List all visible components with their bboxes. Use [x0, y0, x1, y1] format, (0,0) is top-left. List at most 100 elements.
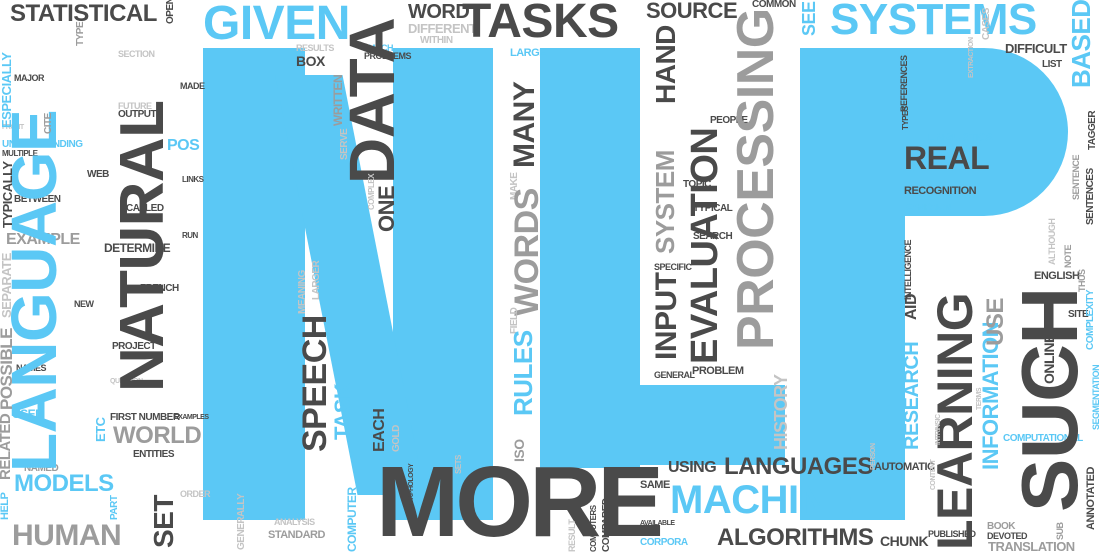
word-generally: GENERALLY — [236, 493, 247, 550]
word-hand: HAND — [650, 25, 681, 104]
word-links: LINKS — [182, 175, 204, 184]
word-real: REAL — [904, 140, 990, 176]
word-standard: STANDARD — [268, 529, 325, 541]
word-online: ONLINE — [1041, 334, 1057, 384]
word-possible: POSSIBLE — [0, 328, 16, 410]
word-tasks: TASKS — [462, 0, 619, 48]
word-much: MUCH — [368, 43, 394, 53]
word-difficult: DIFFICULT — [1005, 41, 1067, 56]
word-system: SYSTEM — [650, 150, 680, 254]
word-new: NEW — [74, 299, 94, 309]
word-analysis: ANALYSIS — [274, 517, 315, 527]
word-run: RUN — [182, 231, 198, 240]
word-related: RELATED — [0, 413, 14, 480]
word-iso: ISO — [511, 439, 527, 462]
word-first-number: FIRST NUMBER — [110, 412, 180, 423]
word-note: NOTE — [1063, 244, 1073, 268]
word-section: SECTION — [118, 49, 155, 59]
word-question: QUESTION — [110, 378, 143, 385]
word-content: CONTENT — [930, 459, 937, 490]
word-french: FRENCH — [140, 283, 179, 294]
word-result: RESULT — [567, 519, 577, 552]
word-more: MORE — [376, 446, 664, 553]
word-campaign: CAMPAIGN — [906, 202, 951, 212]
word-linguistics: LINGUISTICS — [928, 132, 993, 144]
word-annotated: ANNOTATED — [1085, 467, 1097, 530]
word-rules: RULES — [508, 330, 538, 416]
word-gold: GOLD — [391, 425, 402, 452]
word-names: NAMES — [16, 363, 47, 373]
word-references: REFERENCES — [899, 55, 909, 112]
word-sets: SETS — [454, 455, 463, 474]
word-although: ALTHOUGH — [1047, 218, 1057, 265]
word-terms: TERMS — [976, 388, 983, 410]
word-many: MANY — [508, 81, 541, 168]
word-within: WITHIN — [420, 35, 453, 46]
word-etc: ETC — [93, 417, 108, 443]
word-machine: MACHINE — [670, 478, 854, 522]
word-processing: PROCESSING — [727, 8, 785, 350]
word-front: FRONT — [2, 124, 24, 131]
word-systems: SYSTEMS — [830, 0, 1037, 44]
word-open: OPEN — [165, 0, 176, 24]
word-english: ENGLISH — [1034, 270, 1080, 282]
word-between: BETWEEN — [14, 194, 61, 205]
word-typical: TYPICAL — [693, 203, 733, 214]
word-pos: POS — [167, 137, 200, 154]
word-part: PART — [109, 495, 120, 520]
word-meaning: MEANING — [297, 270, 308, 314]
word-history: HISTORY — [771, 374, 791, 450]
word-sentences: SENTENCES — [1085, 168, 1096, 225]
word-large: LARGE — [510, 47, 547, 59]
word-typically: TYPICALLY — [0, 161, 15, 228]
word-entities: ENTITIES — [133, 449, 175, 460]
word-example: EXAMPLE — [6, 231, 80, 248]
word-general: GENERAL — [654, 370, 695, 380]
word-intelligence: INTELLIGENCE — [903, 239, 913, 300]
word-morphology: MORPHOLOGY — [408, 463, 415, 510]
word-translation: TRANSLATION — [988, 539, 1075, 553]
word-source: SOURCE — [646, 0, 738, 23]
word-results: RESULTS — [296, 43, 334, 53]
word-human: HUMAN — [12, 519, 122, 552]
word-one: ONE — [374, 185, 399, 232]
word-named: NAMED — [24, 463, 59, 474]
word-world: WORLD — [113, 422, 202, 449]
word-compared: COMPARED — [601, 498, 612, 552]
word-complexity: COMPLEXITY — [1085, 289, 1096, 350]
word-type: TYPE — [75, 21, 86, 46]
word-research: RESEARCH — [901, 341, 923, 450]
word-topic: TOPIC — [683, 179, 711, 190]
word-word: WORD — [408, 1, 470, 23]
word-search: SEARCH — [693, 231, 733, 242]
word-separate: SEPARATE — [0, 253, 14, 318]
word-used: USED — [12, 407, 44, 421]
word-based: BASED — [1066, 0, 1096, 88]
word-computer: COMPUTER — [345, 487, 359, 552]
word-intrinsic: INTRINSIC — [935, 414, 942, 446]
word-cases: CASES — [981, 8, 992, 40]
word-languages: LANGUAGES — [724, 453, 873, 480]
word-site: SITE — [1068, 309, 1089, 320]
word-sub: SUB — [1055, 522, 1065, 540]
word-natural: NATURAL — [108, 100, 177, 392]
word-output: OUTPUT — [118, 109, 157, 120]
word-types: TYPES — [901, 106, 910, 130]
word-help: HELP — [0, 492, 11, 520]
word-evaluation: EVALUATION — [684, 127, 726, 364]
word-different: DIFFERENT — [408, 21, 477, 36]
word-box: BOX — [296, 53, 325, 69]
word-larger: LARGER — [311, 260, 322, 300]
word-recognition: RECOGNITION — [904, 185, 977, 197]
word-corpora: CORPORA — [640, 537, 688, 548]
word-problem: PROBLEM — [692, 365, 744, 377]
word-future: FUTURE — [118, 101, 152, 111]
word-major: MAJOR — [14, 73, 45, 83]
word-devoted: DEVOTED — [987, 531, 1028, 541]
word-such: SUCH — [1005, 287, 1094, 512]
word-examples: EXAMPLES — [174, 414, 209, 421]
word-set: SET — [148, 495, 179, 548]
word-project: PROJECT — [112, 341, 156, 352]
word-extraction: EXTRACTION — [968, 37, 975, 79]
